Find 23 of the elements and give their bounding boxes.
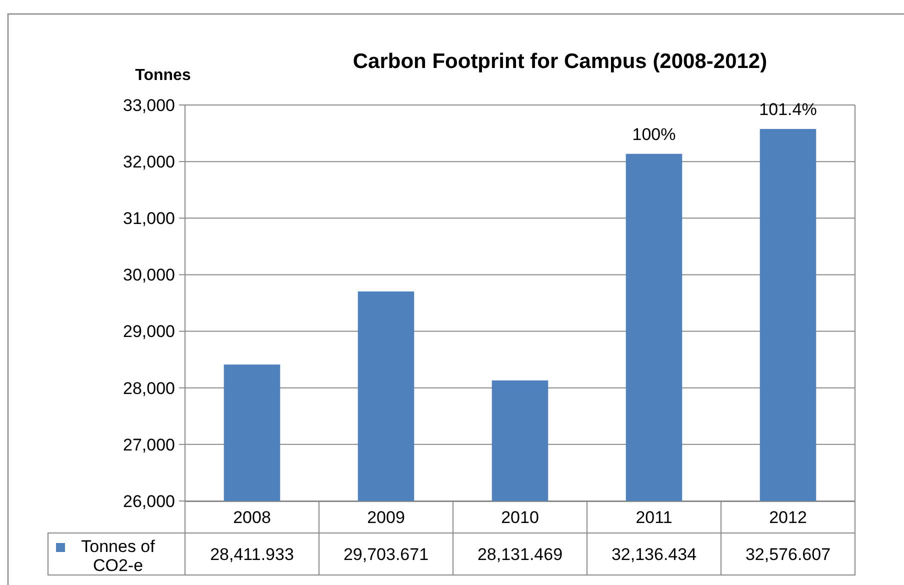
y-axis-title: Tonnes [135,67,191,84]
y-tick-label: 33,000 [123,96,175,115]
x-tick-label: 2010 [501,508,539,527]
y-tick-label: 26,000 [123,492,175,511]
y-tick-label: 28,000 [123,378,175,398]
chart-title: Carbon Footprint for Campus (2008-2012) [352,50,768,73]
x-tick-label: 2011 [636,508,672,527]
y-tick-label: 32,000 [123,152,175,172]
data-label: 28,411.933 [210,544,294,564]
data-label: 32,136.434 [611,544,697,564]
annotation: 101.4% [759,100,817,119]
x-tick-label: 2009 [367,508,405,527]
data-label: 32,576.607 [745,544,831,564]
x-tick-label: 2008 [233,508,271,527]
y-tick-label: 29,000 [123,322,175,342]
y-tick-label: 31,000 [123,209,175,228]
data-label: 29,703.671 [343,544,429,564]
annotation: 100% [632,124,676,144]
legend-label: Tonnes of CO2-e [81,537,156,575]
y-tick-label: 27,000 [123,435,175,454]
data-label: 28,131.469 [477,544,563,564]
y-tick-label: 30,000 [123,266,175,285]
x-tick-label: 2012 [769,508,807,527]
